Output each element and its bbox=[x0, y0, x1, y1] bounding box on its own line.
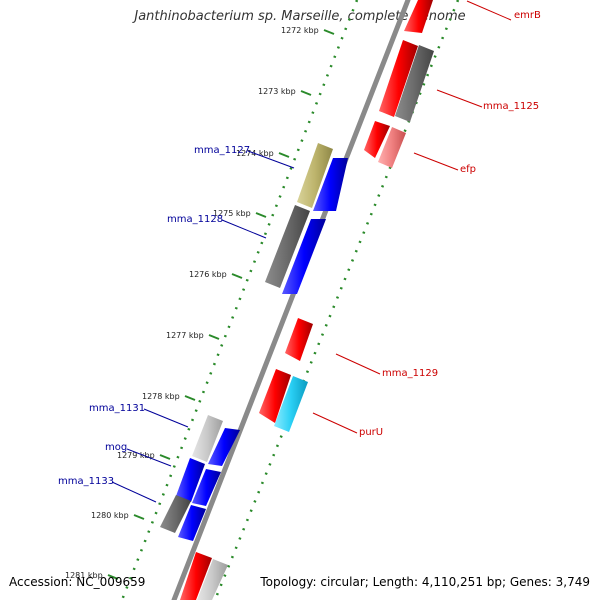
gene-mma-1128[interactable] bbox=[265, 205, 310, 288]
leader-line bbox=[436, 89, 483, 108]
gene-mma-1125-red[interactable] bbox=[379, 40, 418, 117]
gene-label-mma-1133: mma_1133 bbox=[58, 476, 114, 487]
gene-label-purU: purU bbox=[359, 427, 383, 438]
kbp-tick-label: 1273 kbp bbox=[258, 87, 296, 96]
gene-blue-4[interactable] bbox=[192, 469, 221, 506]
kbp-tick-mark bbox=[255, 212, 267, 218]
gene-emrB[interactable] bbox=[404, 0, 433, 33]
gene-mma-1133[interactable] bbox=[160, 495, 191, 533]
gene-mma-1131[interactable] bbox=[192, 415, 223, 462]
gene-blue-2[interactable] bbox=[282, 219, 326, 294]
genome-summary: Topology: circular; Length: 4,110,251 bp… bbox=[260, 575, 590, 589]
gene-mma-1129[interactable] bbox=[285, 318, 313, 361]
gene-red-2[interactable] bbox=[259, 369, 291, 423]
kbp-tick-mark bbox=[159, 454, 171, 460]
gene-lightgray-2[interactable] bbox=[197, 559, 228, 600]
gene-mma-1125[interactable] bbox=[395, 45, 434, 122]
gene-label-mma-1131: mma_1131 bbox=[89, 403, 145, 414]
kbp-tick-label: 1276 kbp bbox=[189, 270, 227, 279]
leader-line bbox=[312, 412, 358, 434]
kbp-tick-label: 1272 kbp bbox=[281, 26, 319, 35]
gene-label-mog: mog bbox=[105, 442, 127, 453]
leader-line bbox=[221, 219, 267, 239]
genome-backbone bbox=[171, 0, 411, 600]
gene-blue-3[interactable] bbox=[208, 428, 240, 466]
leader-line bbox=[247, 150, 295, 169]
kbp-tick-mark bbox=[133, 514, 145, 520]
gene-label-mma-1127: mma_1127 bbox=[194, 145, 250, 156]
leader-line bbox=[335, 353, 381, 375]
kbp-tick-mark bbox=[231, 273, 243, 279]
gc-dotted-line-right bbox=[213, 0, 460, 600]
leader-line bbox=[143, 408, 189, 428]
leader-line bbox=[413, 152, 459, 171]
gene-label-efp: efp bbox=[460, 164, 476, 175]
gene-blue-1[interactable] bbox=[313, 158, 348, 211]
gene-label-mma-1125: mma_1125 bbox=[483, 101, 539, 112]
leader-line bbox=[111, 481, 157, 503]
gene-purU[interactable] bbox=[274, 376, 308, 432]
gene-blue-5[interactable] bbox=[178, 505, 206, 541]
kbp-tick-label: 1280 kbp bbox=[91, 511, 129, 520]
map-title: Janthinobacterium sp. Marseille, complet… bbox=[134, 9, 466, 24]
kbp-tick-label: 1281 kbp bbox=[65, 571, 103, 580]
kbp-tick-label: 1279 kbp bbox=[117, 451, 155, 460]
gene-label-leaders bbox=[111, 0, 512, 503]
gene-mma-1127[interactable] bbox=[297, 143, 333, 208]
gene-label-mma-1129: mma_1129 bbox=[382, 368, 438, 379]
gene-efp[interactable] bbox=[378, 127, 406, 168]
kbp-tick-mark bbox=[208, 334, 220, 340]
kbp-tick-label: 1275 kbp bbox=[213, 209, 251, 218]
gc-dotted-line-left bbox=[120, 0, 359, 600]
kbp-tick-mark bbox=[107, 574, 119, 580]
gene-efp-red[interactable] bbox=[364, 121, 390, 158]
kbp-tick-label: 1277 kbp bbox=[166, 331, 204, 340]
gene-label-emrB: emrB bbox=[514, 10, 541, 21]
gene-label-mma-1128: mma_1128 bbox=[167, 214, 223, 225]
kbp-tick-label: 1278 kbp bbox=[142, 392, 180, 401]
kbp-tick-mark bbox=[278, 152, 290, 158]
kbp-tick-mark bbox=[323, 29, 335, 35]
gene-mog[interactable] bbox=[176, 458, 205, 502]
accession-text: Accession: NC_009659 bbox=[9, 575, 146, 589]
kbp-tick-mark bbox=[300, 90, 312, 96]
kbp-tick-mark bbox=[184, 395, 196, 401]
leader-line bbox=[466, 0, 512, 21]
leader-line bbox=[126, 448, 172, 467]
gene-red-3[interactable] bbox=[180, 552, 212, 600]
